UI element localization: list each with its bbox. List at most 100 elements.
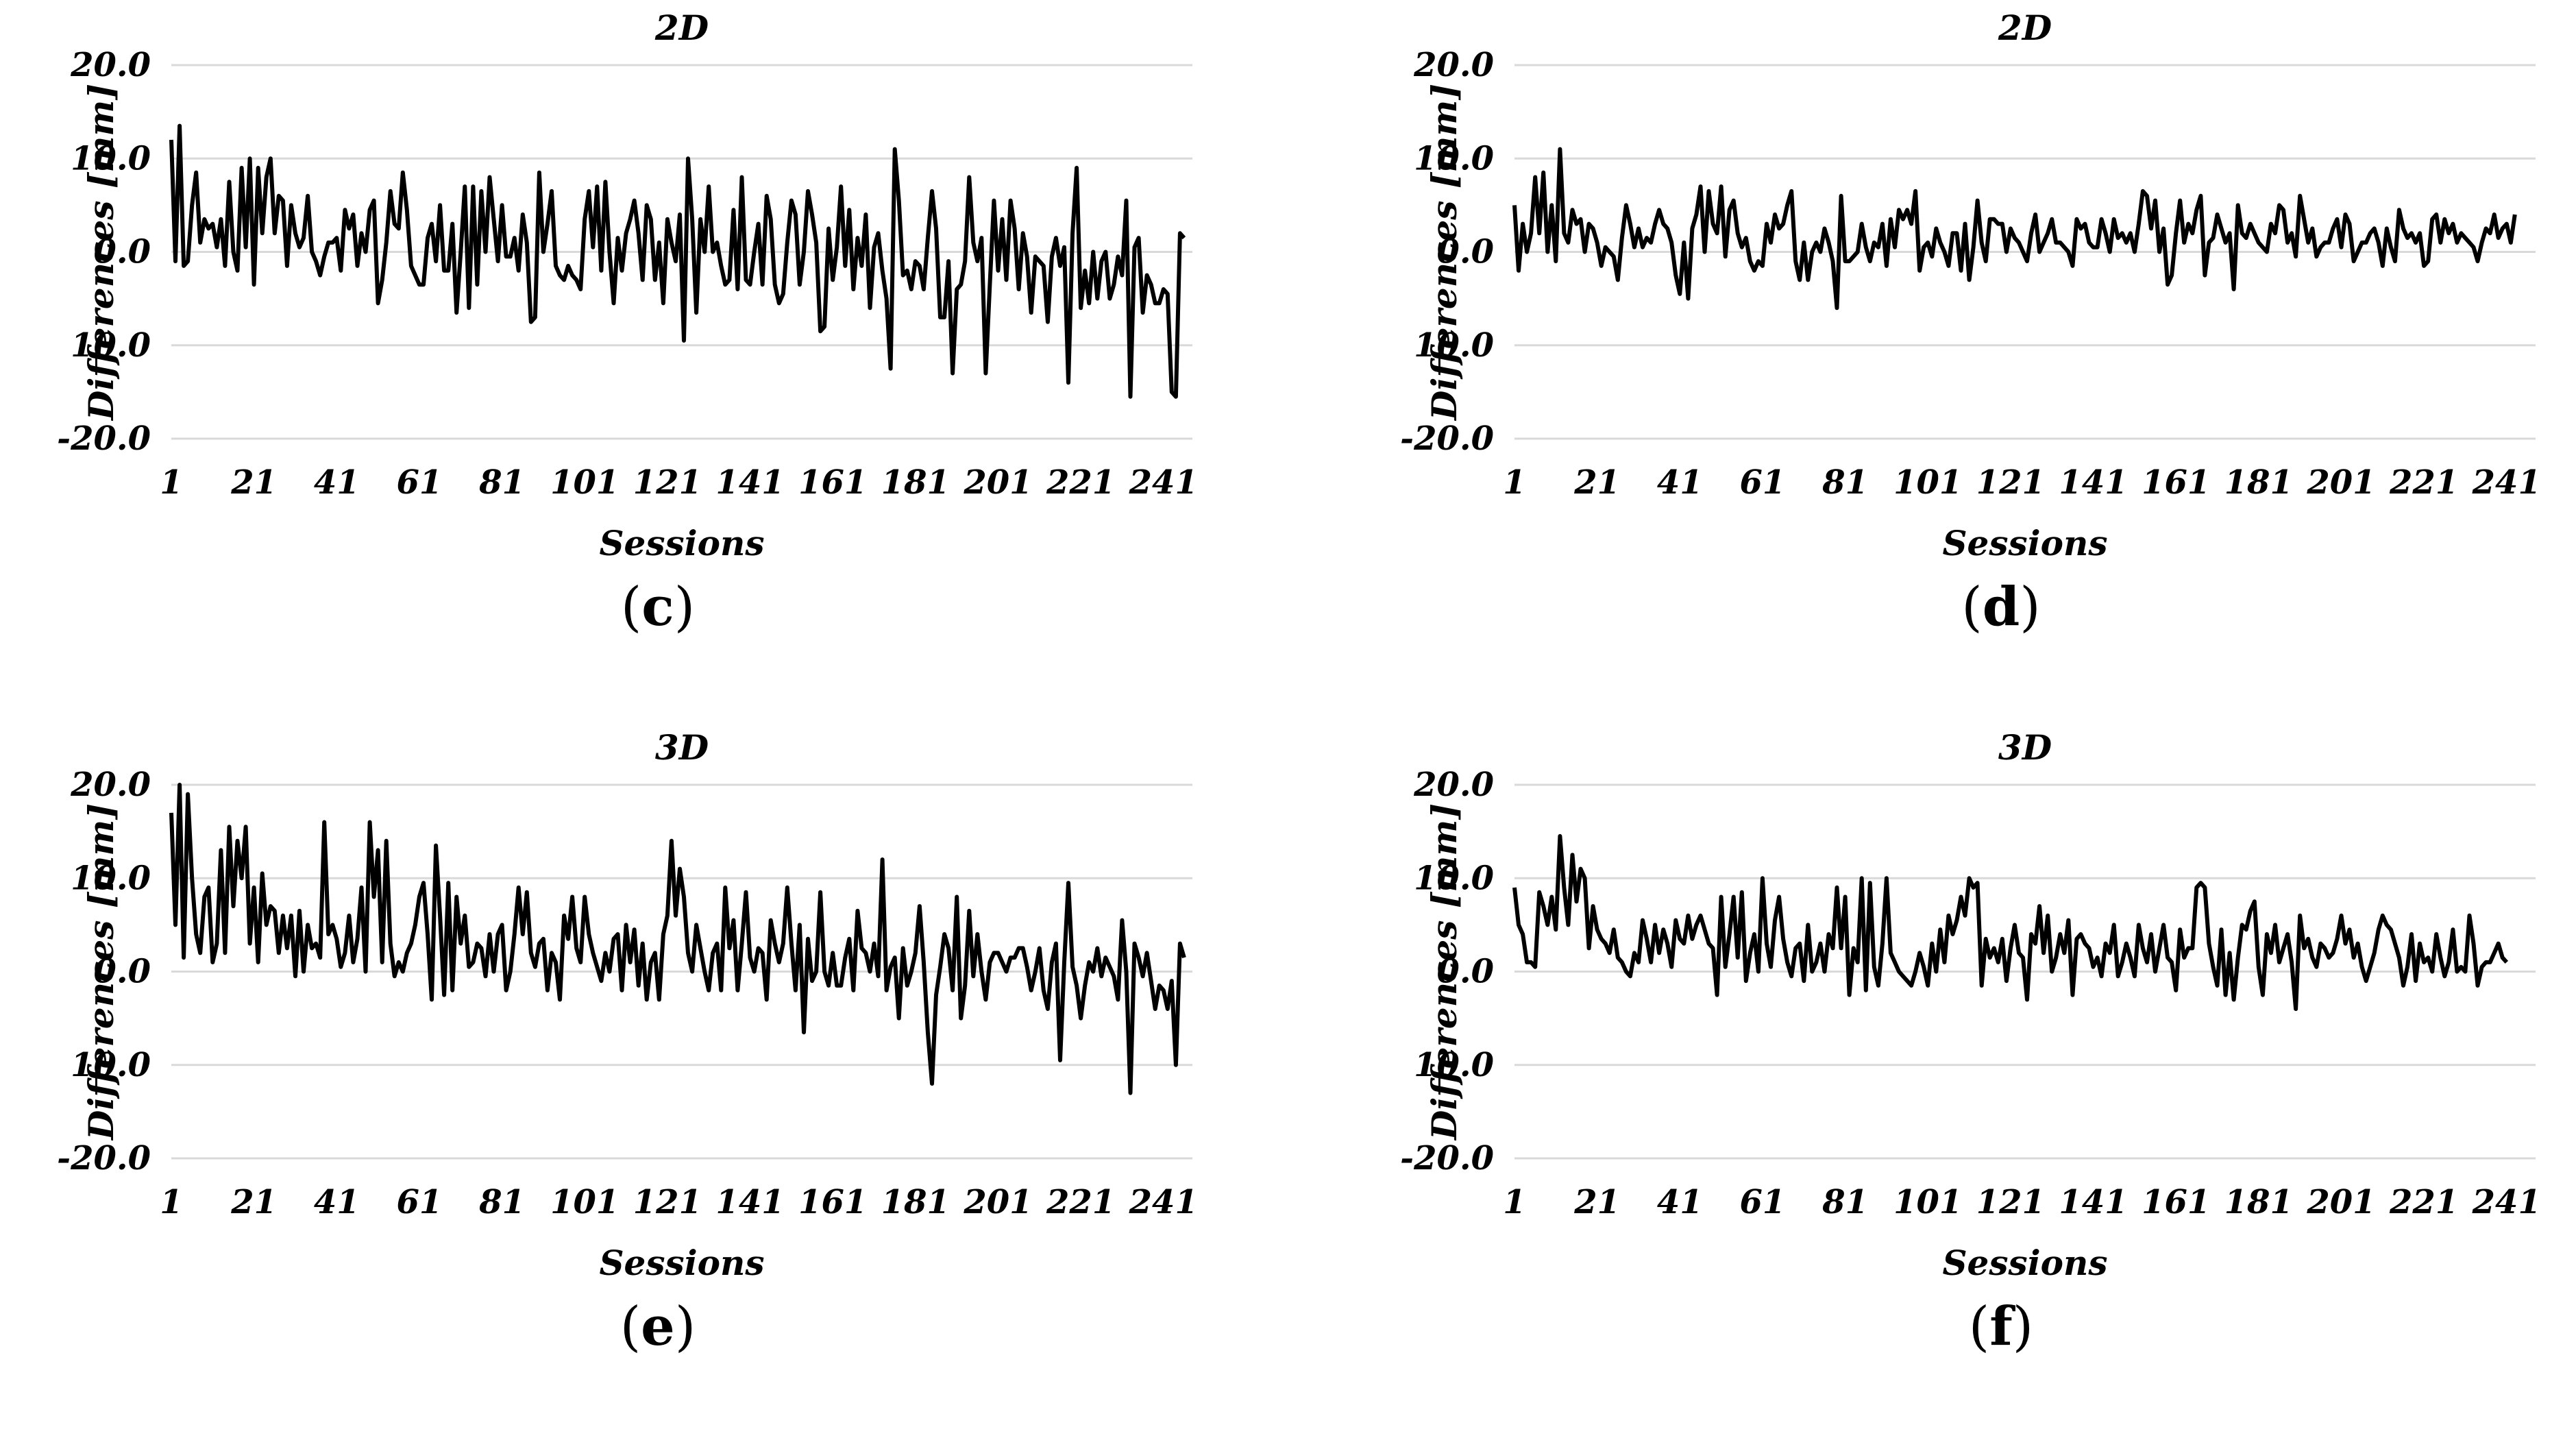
- x-tick-label-10: 201: [963, 463, 1032, 502]
- series-line-0: [169, 783, 1186, 1095]
- y-tick-label-1: 10.0: [71, 859, 151, 897]
- x-tick-label-7: 141: [715, 1183, 784, 1221]
- x-axis-label: Sessions: [599, 1243, 764, 1283]
- y-tick-label-4: -20.0: [1400, 1139, 1494, 1178]
- x-tick-label-5: 101: [1893, 1183, 1962, 1221]
- y-tick-label-4: -20.0: [1400, 419, 1494, 458]
- y-axis-label: Differences [mm]: [81, 84, 121, 422]
- x-tick-label-4: 81: [478, 463, 525, 502]
- panel-label-d: (d): [1961, 576, 2041, 638]
- x-tick-label-9: 181: [2224, 1183, 2293, 1221]
- x-tick-label-1: 21: [230, 1183, 277, 1221]
- y-tick-label-1: 10.0: [1414, 139, 1494, 178]
- x-tick-label-7: 141: [715, 463, 784, 502]
- chart-panel-f: 20.0 10.0 0.0 10.0 -20.0 1 21 41 61 81 101 121 141 16…: [1400, 720, 2576, 1371]
- chart-title: 2D: [1998, 8, 2052, 48]
- panel-label-f: (f): [1968, 1295, 2034, 1358]
- x-tick-label-3: 61: [1740, 1183, 1786, 1221]
- x-tick-label-4: 81: [1821, 463, 1868, 502]
- x-tick-label-3: 61: [1740, 463, 1786, 502]
- y-tick-label-2: 0.0: [1436, 233, 1494, 271]
- x-tick-label-8: 161: [798, 463, 867, 502]
- panel-letter-c: c: [641, 576, 674, 638]
- x-tick-label-10: 201: [2306, 1183, 2375, 1221]
- chart-title: 3D: [1998, 727, 2052, 768]
- y-tick-label-0: 20.0: [70, 46, 151, 84]
- chart-panel-d: 20.0 10.0 0.0 10.0 -20.0 1 21 41 61 81 101 121 141 16…: [1400, 0, 2576, 651]
- panel-letter-f: f: [1989, 1295, 2013, 1358]
- y-tick-label-3: 10.0: [1414, 1046, 1494, 1084]
- panel-letter-d: d: [1982, 576, 2020, 638]
- x-tick-label-0: 1: [1503, 1183, 1525, 1221]
- x-tick-label-6: 121: [633, 463, 702, 502]
- x-tick-label-7: 141: [2059, 463, 2127, 502]
- series-line-0: [169, 123, 1186, 399]
- x-tick-label-0: 1: [160, 463, 182, 502]
- x-axis-label: Sessions: [1942, 523, 2107, 563]
- panel-letter-e: e: [641, 1295, 675, 1358]
- x-tick-label-12: 241: [2472, 1183, 2541, 1221]
- x-tick-label-1: 21: [1573, 1183, 1620, 1221]
- y-axis-label: Differences [mm]: [81, 803, 121, 1141]
- x-tick-label-3: 61: [397, 463, 443, 502]
- y-axis-label: Differences [mm]: [1424, 803, 1464, 1141]
- chart-svg-d: 20.010.00.010.0-20.01 21 41 61 81 101 121 141 16…: [1400, 8, 2541, 563]
- x-tick-label-1: 21: [230, 463, 277, 502]
- x-tick-label-0: 1: [160, 1183, 182, 1221]
- x-tick-label-11: 221: [1046, 463, 1115, 502]
- x-tick-label-4: 81: [478, 1183, 525, 1221]
- series-line-0: [1512, 833, 2509, 1011]
- y-tick-label-2: 0.0: [93, 953, 151, 991]
- y-tick-label-0: 20.0: [1413, 46, 1494, 84]
- x-tick-label-12: 241: [2472, 463, 2541, 502]
- y-tick-label-2: 0.0: [93, 233, 151, 271]
- chart-panel-e: 20.0 10.0 0.0 10.0 -20.0 1 21 41 61 81 101 121 141 16…: [57, 720, 1234, 1371]
- x-tick-label-11: 221: [2389, 1183, 2458, 1221]
- x-tick-label-3: 61: [397, 1183, 443, 1221]
- x-tick-label-7: 141: [2059, 1183, 2127, 1221]
- x-tick-label-8: 161: [798, 1183, 867, 1221]
- y-tick-label-4: -20.0: [57, 419, 151, 458]
- x-tick-label-11: 221: [2389, 463, 2458, 502]
- x-tick-label-2: 41: [314, 1183, 360, 1221]
- y-tick-label-1: 10.0: [1414, 859, 1494, 897]
- y-tick-label-0: 20.0: [70, 766, 151, 804]
- x-tick-label-2: 41: [314, 463, 360, 502]
- chart-title: 2D: [654, 8, 709, 48]
- series-line-0: [1512, 147, 2517, 310]
- y-tick-label-3: 10.0: [71, 326, 151, 365]
- chart-svg-c: 20.010.00.010.0-20.01 21 41 61 81 101 121 141 16…: [57, 8, 1198, 563]
- chart-title: 3D: [655, 727, 709, 768]
- panel-label-c: (c): [620, 576, 696, 638]
- x-tick-label-6: 121: [633, 1183, 702, 1221]
- x-tick-label-6: 121: [1976, 463, 2045, 502]
- x-tick-label-12: 241: [1129, 1183, 1198, 1221]
- x-tick-label-4: 81: [1821, 1183, 1868, 1221]
- y-tick-label-4: -20.0: [57, 1139, 151, 1178]
- x-tick-label-9: 181: [881, 1183, 950, 1221]
- x-axis-label: Sessions: [1942, 1243, 2107, 1283]
- x-tick-label-2: 41: [1657, 463, 1703, 502]
- x-tick-label-0: 1: [1503, 463, 1525, 502]
- panel-label-e: (e): [620, 1295, 696, 1358]
- y-tick-label-0: 20.0: [1413, 766, 1494, 804]
- x-tick-label-9: 181: [2224, 463, 2293, 502]
- x-axis-label: Sessions: [599, 523, 764, 563]
- x-tick-label-5: 101: [550, 1183, 619, 1221]
- x-tick-label-11: 221: [1046, 1183, 1115, 1221]
- x-tick-label-12: 241: [1129, 463, 1198, 502]
- x-tick-label-6: 121: [1976, 1183, 2045, 1221]
- x-tick-label-2: 41: [1657, 1183, 1703, 1221]
- x-tick-label-10: 201: [963, 1183, 1032, 1221]
- y-tick-label-2: 0.0: [1436, 953, 1494, 991]
- y-tick-label-1: 10.0: [71, 139, 151, 178]
- y-tick-label-3: 10.0: [71, 1046, 151, 1084]
- x-tick-label-8: 161: [2142, 463, 2210, 502]
- chart-svg-e: 20.010.00.010.0-20.01 21 41 61 81 101 121 141 16…: [57, 727, 1198, 1283]
- y-axis-label: Differences [mm]: [1424, 84, 1464, 422]
- x-tick-label-9: 181: [881, 463, 950, 502]
- x-tick-label-10: 201: [2306, 463, 2375, 502]
- x-tick-label-5: 101: [550, 463, 619, 502]
- x-tick-label-5: 101: [1893, 463, 1962, 502]
- x-tick-label-8: 161: [2142, 1183, 2210, 1221]
